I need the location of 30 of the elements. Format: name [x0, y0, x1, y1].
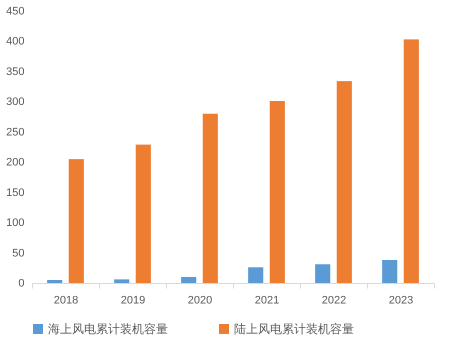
y-tick-label: 250	[6, 126, 24, 138]
x-tick-label: 2022	[322, 294, 346, 306]
x-tick-label: 2018	[54, 294, 78, 306]
bar	[315, 264, 330, 283]
y-tick-label: 100	[6, 217, 24, 230]
x-tick-label: 2021	[254, 294, 280, 306]
x-tick-label: 2020	[188, 294, 212, 306]
y-tick-label: 50	[12, 247, 24, 260]
bar	[382, 260, 398, 283]
bar	[136, 144, 151, 283]
legend-label: 海上风电累计装机容量	[48, 322, 168, 336]
y-tick-label: 450	[6, 6, 24, 18]
bar	[181, 276, 196, 283]
y-tick-label: 150	[6, 186, 24, 199]
bar	[202, 114, 218, 283]
y-tick-label: 400	[6, 36, 24, 48]
bar	[270, 101, 285, 283]
legend-label: 陆上风电累计装机容量	[234, 322, 354, 336]
bar	[68, 159, 84, 283]
x-tick-label: 2023	[388, 294, 414, 306]
y-tick-label: 300	[6, 96, 24, 108]
bar	[47, 280, 62, 283]
x-tick-label: 2019	[120, 294, 146, 306]
bar	[336, 81, 352, 283]
bar	[114, 279, 130, 283]
y-tick-label: 0	[18, 278, 24, 290]
bar	[248, 267, 264, 283]
bar	[404, 39, 419, 283]
y-tick-label: 350	[6, 66, 24, 78]
y-tick-label: 200	[6, 156, 24, 169]
